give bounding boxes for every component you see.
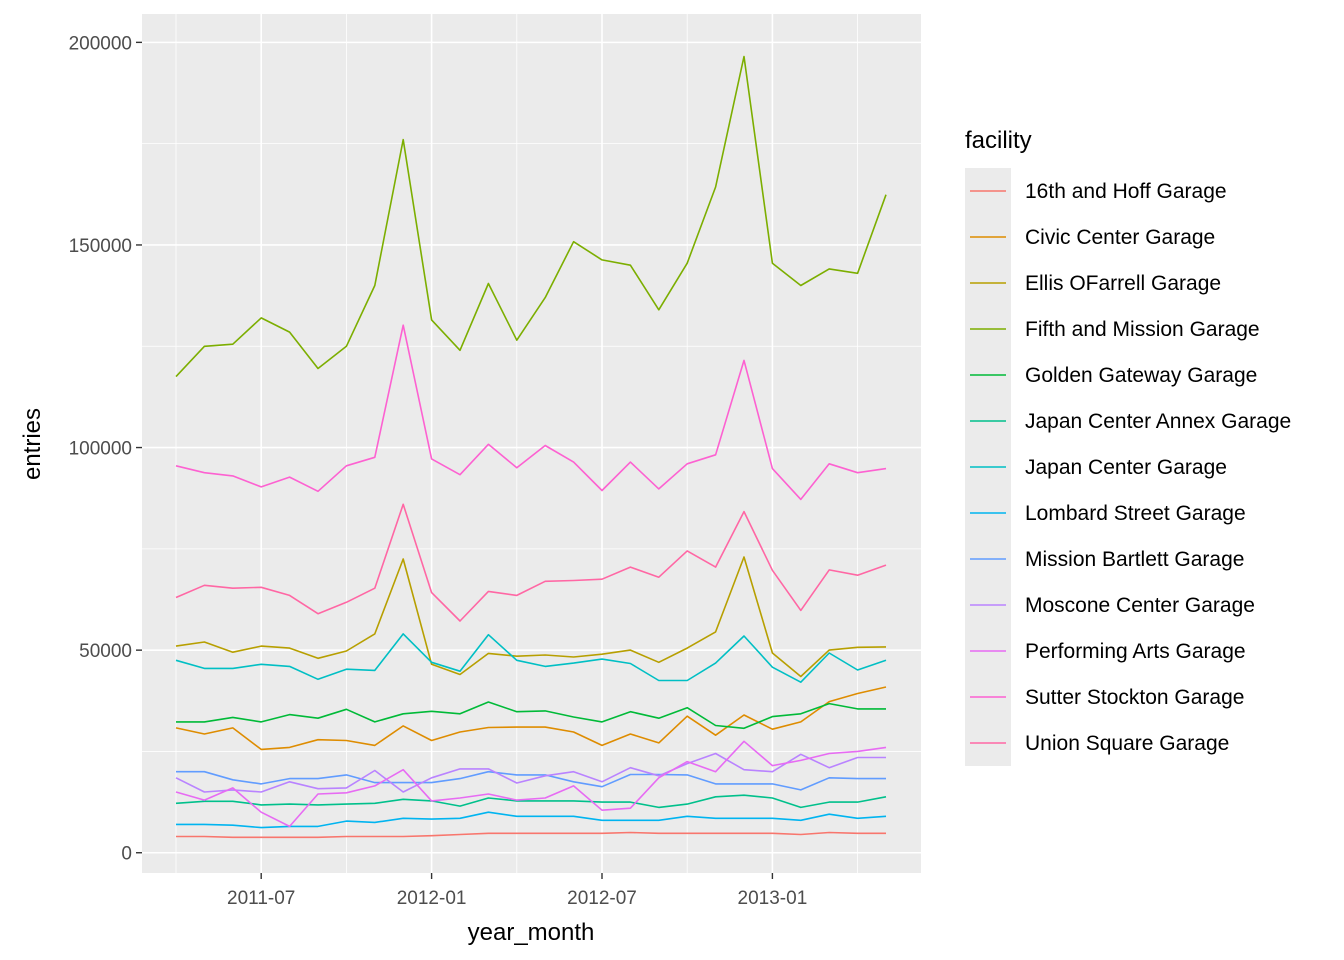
y-axis-title: entries <box>19 408 46 480</box>
y-tick-label: 0 <box>121 844 132 865</box>
legend-item: Japan Center Annex Garage <box>965 398 1291 444</box>
minor-gridlines <box>142 14 921 873</box>
series-line-lombard-street-garage <box>176 811 887 829</box>
series-line-japan-center-garage <box>175 633 887 684</box>
plot-panel <box>142 14 921 873</box>
legend-label: Lombard Street Garage <box>1025 502 1246 525</box>
legend-label: Japan Center Annex Garage <box>1025 410 1291 433</box>
legend-label: Japan Center Garage <box>1025 456 1227 479</box>
x-tick-label: 2012-01 <box>397 888 467 909</box>
x-tick-label: 2012-07 <box>567 888 637 909</box>
y-tick-label: 50000 <box>79 641 132 662</box>
series-line-performing-arts-garage <box>175 740 887 828</box>
legend-label: Moscone Center Garage <box>1025 594 1255 617</box>
legend-label: Union Square Garage <box>1025 732 1229 755</box>
x-axis: 2011-07 2012-01 2012-07 2013-01 <box>227 873 807 909</box>
series-lines <box>175 55 887 839</box>
series-line-moscone-center-garage <box>175 752 886 793</box>
legend-label: Civic Center Garage <box>1025 226 1215 249</box>
legend-item: Lombard Street Garage <box>965 490 1246 536</box>
series-line-japan-center-annex-garage <box>175 794 887 809</box>
legend-item: 16th and Hoff Garage <box>965 168 1227 214</box>
x-tick-label: 2013-01 <box>738 888 808 909</box>
legend-item: Sutter Stockton Garage <box>965 674 1244 720</box>
series-line-fifth-and-mission-garage <box>175 55 887 378</box>
series-line-16th-and-hoff-garage <box>176 831 886 839</box>
series-line-ellis-ofarrell-garage <box>175 556 887 678</box>
legend-item: Moscone Center Garage <box>965 582 1255 628</box>
legend-item: Performing Arts Garage <box>965 628 1246 674</box>
series-line-civic-center-garage <box>175 686 887 751</box>
legend-item: Golden Gateway Garage <box>965 352 1257 398</box>
legend-label: Mission Bartlett Garage <box>1025 548 1244 571</box>
legend-item: Mission Bartlett Garage <box>965 536 1244 582</box>
legend-item: Japan Center Garage <box>965 444 1227 490</box>
series-line-union-square-garage <box>175 503 887 622</box>
y-axis: 0 50000 100000 150000 200000 <box>69 33 142 865</box>
legend-label: Performing Arts Garage <box>1025 640 1246 663</box>
legend-item: Ellis OFarrell Garage <box>965 260 1221 306</box>
legend-item: Fifth and Mission Garage <box>965 306 1260 352</box>
legend-label: Sutter Stockton Garage <box>1025 686 1244 709</box>
series-line-golden-gateway-garage <box>176 701 886 730</box>
legend-label: Ellis OFarrell Garage <box>1025 272 1221 295</box>
legend-label: 16th and Hoff Garage <box>1025 180 1227 203</box>
legend-label: Fifth and Mission Garage <box>1025 318 1260 341</box>
legend-title: facility <box>965 127 1032 154</box>
x-axis-title: year_month <box>468 919 595 946</box>
legend-item: Union Square Garage <box>965 720 1229 766</box>
major-gridlines <box>142 14 921 873</box>
legend-item: Civic Center Garage <box>965 214 1215 260</box>
legend-label: Golden Gateway Garage <box>1025 364 1257 387</box>
y-tick-label: 100000 <box>69 439 132 460</box>
legend: facility 16th and Hoff Garage Civic Cente… <box>965 127 1291 766</box>
series-line-sutter-stockton-garage <box>175 324 887 501</box>
y-tick-label: 150000 <box>69 236 132 257</box>
x-tick-label: 2011-07 <box>227 888 295 909</box>
series-line-mission-bartlett-garage <box>176 770 886 791</box>
y-tick-label: 200000 <box>69 33 132 54</box>
